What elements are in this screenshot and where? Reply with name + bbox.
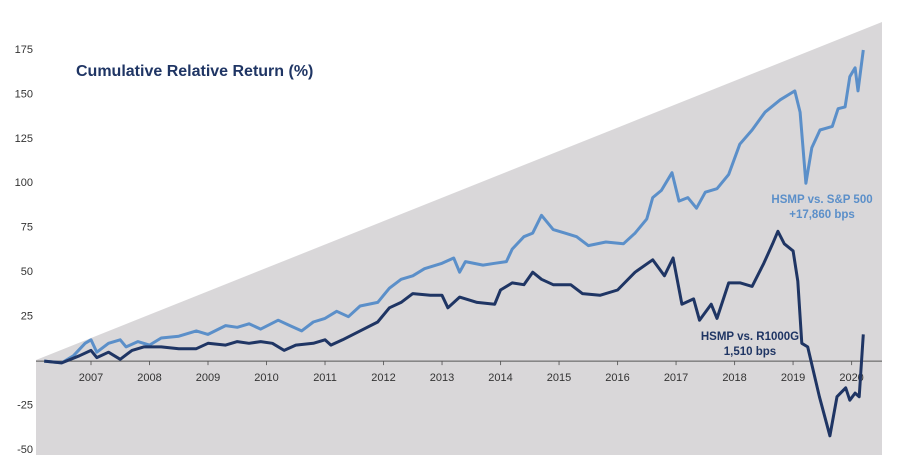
x-tick-label: 2016 — [605, 372, 629, 384]
series-line — [44, 229, 865, 438]
x-tick-label: 2015 — [547, 372, 571, 384]
y-tick-label: -25 — [17, 399, 33, 411]
x-tick-label: 2020 — [839, 372, 863, 384]
y-tick-label: -50 — [17, 444, 33, 456]
x-tick-label: 2017 — [664, 372, 688, 384]
x-tick-label: 2008 — [137, 372, 161, 384]
x-tick-label: 2009 — [196, 372, 220, 384]
background-wedge — [36, 22, 882, 455]
x-tick-label: 2011 — [313, 372, 337, 384]
annotation: HSMP vs. S&P 500 — [771, 194, 872, 206]
annotation: 1,510 bps — [724, 346, 776, 358]
y-tick-label: 25 — [21, 311, 33, 323]
x-tick-label: 2014 — [488, 372, 512, 384]
x-tick-label: 2019 — [781, 372, 805, 384]
x-tick-label: 2007 — [79, 372, 103, 384]
y-tick-label: 125 — [15, 133, 33, 145]
y-tick-label: 175 — [15, 44, 33, 56]
series-line — [44, 49, 865, 365]
x-tick-label: 2010 — [254, 372, 278, 384]
y-tick-label: 100 — [15, 177, 33, 189]
annotation: HSMP vs. R1000G — [701, 331, 799, 343]
y-tick-label: 50 — [21, 266, 33, 278]
chart-title: Cumulative Relative Return (%) — [76, 63, 313, 80]
x-tick-label: 2013 — [430, 372, 454, 384]
x-tick-label: 2012 — [371, 372, 395, 384]
x-tick-label: 2018 — [722, 372, 746, 384]
y-tick-label: 150 — [15, 88, 33, 100]
annotation: +17,860 bps — [789, 209, 855, 221]
y-tick-label: 75 — [21, 222, 33, 234]
